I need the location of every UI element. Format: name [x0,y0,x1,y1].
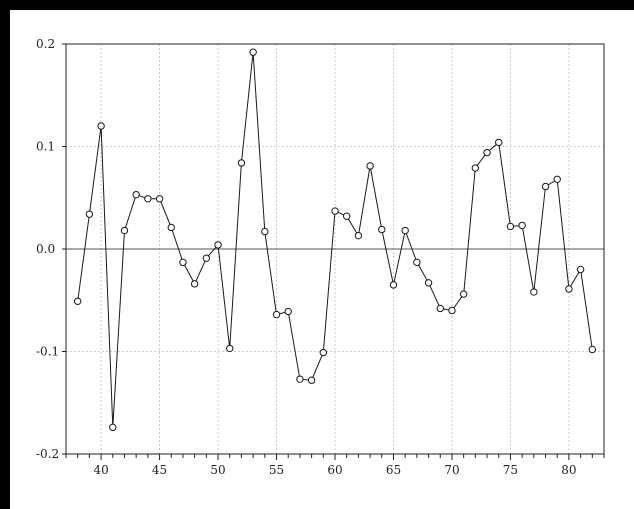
points-layer [73,48,597,432]
data-point [495,138,503,147]
data-point [541,182,550,191]
data-point [73,297,82,305]
data-point [97,122,105,130]
data-point [518,221,526,230]
data-point [214,241,222,249]
data-point [249,48,257,56]
data-point [401,226,409,235]
data-point [261,227,269,236]
data-point [226,344,234,353]
data-point [424,279,433,287]
data-point [190,280,199,288]
ticks-layer: 40 45 50 55 60 65 70 75 80 0.2 0.1 0.0 -0.1 -0.2 [36,37,605,477]
data-point [120,226,129,235]
data-point [459,290,468,298]
data-point [506,222,515,231]
data-point [483,148,491,157]
data-point [530,288,538,296]
data-point [202,254,211,262]
data-point [237,159,246,167]
data-point [144,195,152,203]
data-point [471,164,480,172]
data-point [155,195,164,203]
x-tick-label: 70 [444,463,459,477]
x-tick-label: 45 [152,463,167,477]
data-point [366,162,374,170]
x-tick-label: 65 [386,463,401,477]
x-tick-label: 80 [561,463,576,477]
y-tick-label: -0.2 [36,447,59,461]
data-point [576,265,585,274]
x-tick-label: 55 [269,463,284,477]
data-point [342,212,351,220]
x-tick-label: 40 [93,463,108,477]
data-point [109,423,117,432]
data-point [354,231,363,240]
data-point [553,175,561,184]
y-tick-label: 0.2 [36,37,55,51]
data-point [284,307,292,316]
data-point [378,225,386,234]
x-tick-label: 60 [327,463,342,477]
data-point [436,304,444,313]
data-point [272,310,281,319]
data-point [132,190,140,199]
data-point [319,348,328,357]
y-tick-label: 0.0 [36,242,55,256]
data-point [167,223,175,232]
data-point [85,210,94,218]
data-point [413,258,421,267]
data-point [331,207,339,215]
data-point [565,285,573,293]
x-tick-label: 50 [210,463,225,477]
y-tick-label: 0.1 [36,140,55,154]
data-point [296,375,304,383]
data-point [179,258,187,267]
data-point [307,376,316,384]
data-point [448,306,456,315]
y-tick-label: -0.1 [36,345,59,359]
x-tick-label: 75 [503,463,518,477]
data-point [588,345,597,354]
data-point [389,281,398,289]
